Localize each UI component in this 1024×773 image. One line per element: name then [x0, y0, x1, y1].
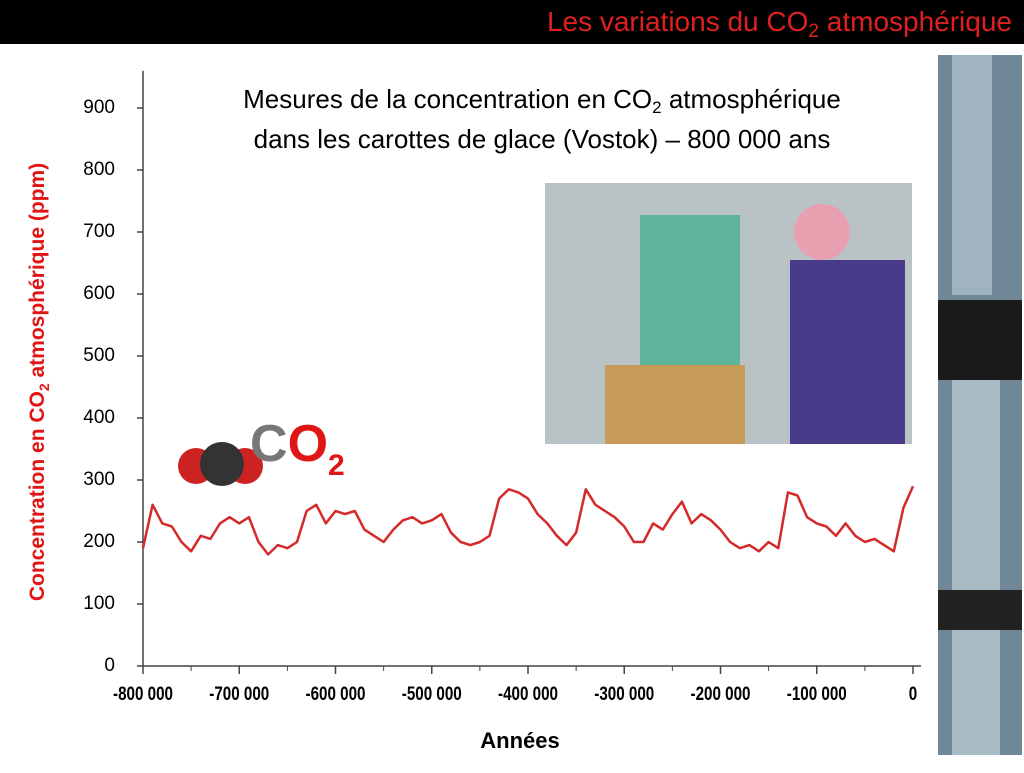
x-tick-label: -100 000	[787, 682, 847, 704]
header-title: Les variations du CO2 atmosphérique	[547, 6, 1012, 42]
x-tick-label: -400 000	[498, 682, 558, 704]
x-tick-label: -700 000	[209, 682, 269, 704]
co2-molecule	[178, 442, 263, 486]
co2-logo: CO2	[250, 415, 345, 482]
y-tick-label: 200	[83, 531, 115, 552]
x-tick-label: 0	[909, 682, 917, 704]
chart-title-sub: 2	[652, 98, 661, 117]
lab-photo	[545, 183, 912, 444]
y-tick-label: 600	[83, 283, 115, 304]
header-title-sub: 2	[808, 21, 819, 42]
logo-sub: 2	[328, 449, 345, 482]
y-tick-label: 500	[83, 345, 115, 366]
chart-title-part: atmosphérique	[662, 84, 841, 114]
x-tick-label: -200 000	[691, 682, 751, 704]
y-tick-label: 0	[104, 655, 115, 676]
header-title-part: Les variations du CO	[547, 6, 808, 37]
y-tick-label: 800	[83, 159, 115, 180]
x-tick-label: -500 000	[402, 682, 462, 704]
logo-c: C	[250, 415, 288, 473]
x-axis-label: Années	[480, 728, 559, 753]
y-tick-label: 300	[83, 469, 115, 490]
x-tick-label: -600 000	[306, 682, 366, 704]
y-axis-label: Concentration en CO2 atmosphérique (ppm)	[26, 163, 52, 601]
chart-title: Mesures de la concentration en CO2 atmos…	[243, 84, 841, 118]
x-tick-label: -300 000	[594, 682, 654, 704]
chart-title-part: Mesures de la concentration en CO	[243, 84, 652, 114]
header-bar	[0, 0, 1024, 44]
header-title-part: atmosphérique	[819, 6, 1012, 37]
y-tick-label: 400	[83, 407, 115, 428]
x-tick-label: -800 000	[113, 682, 173, 704]
logo-o: O	[288, 415, 328, 473]
chart-subtitle: dans les carottes de glace (Vostok) – 80…	[254, 124, 831, 154]
y-tick-label: 700	[83, 221, 115, 242]
y-label-sub: 2	[36, 383, 52, 391]
co2-line	[141, 485, 915, 556]
y-tick-label: 100	[83, 593, 115, 614]
ice-core-photo	[938, 55, 1022, 755]
y-label-part: Concentration en CO	[26, 391, 49, 601]
y-tick-label: 900	[83, 97, 115, 118]
y-label-part: atmosphérique (ppm)	[26, 163, 49, 384]
